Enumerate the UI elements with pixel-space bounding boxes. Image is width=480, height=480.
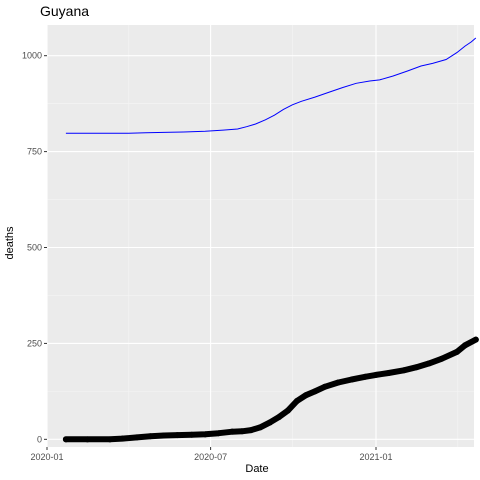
series-point <box>133 434 140 441</box>
series-point <box>62 436 69 443</box>
series-point <box>119 435 126 442</box>
x-tick-label: 2021-01 <box>359 452 392 462</box>
series-point <box>160 432 167 439</box>
series-point <box>147 433 154 440</box>
series-point <box>215 430 222 437</box>
y-tick-label: 0 <box>37 434 42 444</box>
series-point <box>84 436 91 443</box>
plot-panel <box>47 25 474 447</box>
series-point <box>462 342 469 349</box>
series-point <box>385 369 392 376</box>
series-point <box>362 373 369 380</box>
series-point <box>438 355 445 362</box>
grid-minor <box>47 25 474 447</box>
series-point <box>348 376 355 383</box>
series-layer <box>62 37 479 443</box>
y-tick-label: 250 <box>27 338 42 348</box>
series-line-0 <box>65 37 477 134</box>
y-axis: 0 250 500 750 1000 <box>22 51 47 444</box>
series-point <box>248 427 255 434</box>
series-point <box>239 428 246 435</box>
series-point <box>311 388 318 395</box>
series-point <box>373 371 380 378</box>
series-point <box>174 432 181 439</box>
x-tick-label: 2020-01 <box>30 452 63 462</box>
series-point <box>229 428 236 435</box>
series-point <box>302 392 309 399</box>
y-axis-title: deaths <box>4 226 16 260</box>
series-point <box>472 336 479 343</box>
y-tick-label: 1000 <box>22 51 42 61</box>
series-point <box>293 397 300 404</box>
x-axis: 2020-01 2020-07 2021-01 <box>30 447 393 462</box>
grid-major <box>46 25 474 447</box>
chart-title: Guyana <box>40 3 89 19</box>
series-point <box>106 436 113 443</box>
x-axis-title: Date <box>245 463 268 475</box>
series-points-trace-1 <box>62 336 479 443</box>
series-point <box>188 431 195 438</box>
series-point <box>453 348 460 355</box>
series-point <box>257 424 264 431</box>
series-point <box>426 360 433 367</box>
y-tick-label: 500 <box>27 243 42 253</box>
x-tick-label: 2020-07 <box>194 452 227 462</box>
series-point <box>284 407 291 414</box>
series-point <box>266 419 273 426</box>
y-tick-label: 750 <box>27 147 42 157</box>
series-point <box>400 367 407 374</box>
series-point <box>275 414 282 421</box>
series-point <box>335 379 342 386</box>
series-point <box>413 364 420 371</box>
series-point <box>202 431 209 438</box>
series-point <box>321 383 328 390</box>
